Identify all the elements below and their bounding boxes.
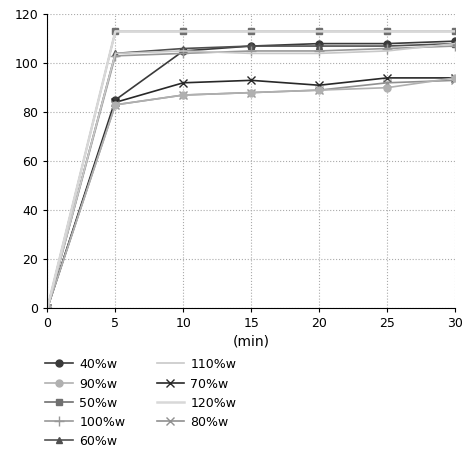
110%w — [45, 305, 50, 311]
80%w — [45, 305, 50, 311]
100%w — [181, 51, 186, 56]
X-axis label: (min): (min) — [233, 335, 270, 348]
Line: 50%w: 50%w — [44, 28, 458, 311]
90%w — [112, 102, 118, 108]
110%w — [384, 48, 390, 54]
Line: 120%w: 120%w — [47, 31, 455, 308]
120%w — [181, 28, 186, 34]
Line: 70%w: 70%w — [43, 74, 459, 312]
60%w — [112, 51, 118, 56]
120%w — [45, 305, 50, 311]
40%w — [45, 305, 50, 311]
80%w — [181, 92, 186, 98]
110%w — [112, 51, 118, 56]
80%w — [248, 90, 254, 95]
120%w — [112, 28, 118, 34]
100%w — [45, 305, 50, 311]
80%w — [112, 102, 118, 108]
Line: 40%w: 40%w — [44, 38, 458, 311]
Legend: 40%w, 90%w, 50%w, 100%w, 60%w, 110%w, 70%w, 120%w, 80%w, : 40%w, 90%w, 50%w, 100%w, 60%w, 110%w, 70… — [46, 358, 237, 448]
Line: 110%w: 110%w — [47, 44, 455, 308]
120%w — [452, 28, 458, 34]
60%w — [248, 43, 254, 49]
60%w — [181, 46, 186, 51]
100%w — [112, 53, 118, 59]
Line: 60%w: 60%w — [44, 40, 458, 311]
40%w — [181, 48, 186, 54]
90%w — [316, 87, 322, 93]
80%w — [316, 87, 322, 93]
40%w — [384, 41, 390, 46]
50%w — [248, 28, 254, 34]
120%w — [384, 28, 390, 34]
80%w — [384, 80, 390, 86]
40%w — [452, 38, 458, 44]
90%w — [181, 92, 186, 98]
Line: 80%w: 80%w — [43, 76, 459, 312]
60%w — [384, 43, 390, 49]
110%w — [181, 48, 186, 54]
40%w — [112, 97, 118, 103]
90%w — [45, 305, 50, 311]
70%w — [181, 80, 186, 86]
90%w — [248, 90, 254, 95]
70%w — [45, 305, 50, 311]
50%w — [45, 305, 50, 311]
120%w — [248, 28, 254, 34]
60%w — [45, 305, 50, 311]
Line: 100%w: 100%w — [43, 41, 460, 313]
70%w — [384, 75, 390, 81]
100%w — [316, 48, 322, 54]
50%w — [384, 28, 390, 34]
60%w — [316, 43, 322, 49]
90%w — [452, 75, 458, 81]
50%w — [452, 28, 458, 34]
110%w — [452, 41, 458, 46]
70%w — [112, 100, 118, 105]
120%w — [316, 28, 322, 34]
80%w — [452, 78, 458, 83]
100%w — [452, 43, 458, 49]
70%w — [452, 75, 458, 81]
50%w — [316, 28, 322, 34]
60%w — [452, 41, 458, 46]
110%w — [316, 51, 322, 56]
50%w — [181, 28, 186, 34]
100%w — [384, 46, 390, 51]
90%w — [384, 85, 390, 91]
40%w — [248, 43, 254, 49]
40%w — [316, 41, 322, 46]
70%w — [248, 78, 254, 83]
100%w — [248, 48, 254, 54]
110%w — [248, 51, 254, 56]
50%w — [112, 28, 118, 34]
Line: 90%w: 90%w — [44, 74, 458, 311]
70%w — [316, 82, 322, 88]
